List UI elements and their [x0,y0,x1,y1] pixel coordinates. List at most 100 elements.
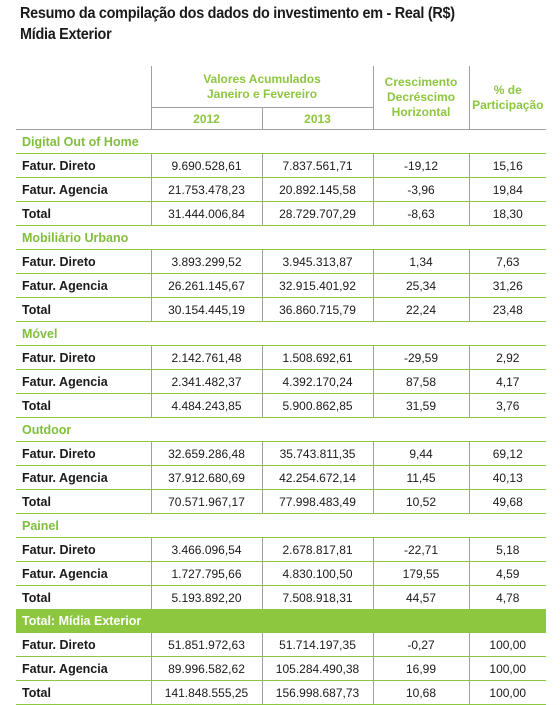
value-2012: 3.893.299,52 [150,249,262,274]
row-label: Fatur. Direto [16,345,151,370]
share-value: 18,30 [468,201,547,226]
row-label: Fatur. Agencia [16,177,151,202]
share-value: 2,92 [468,345,547,370]
value-2013: 5.900.862,85 [261,393,374,418]
growth-value: 44,57 [372,585,470,609]
growth-value: 10,68 [372,680,470,705]
header-group-line-1: Valores Acumulados [203,71,321,86]
row-label: Total [16,680,151,705]
share-value: 7,63 [468,249,547,274]
growth-value: 25,34 [372,273,470,298]
share-value: 15,16 [468,153,547,178]
header-year-2012: 2012 [150,107,262,130]
value-2012: 3.466.096,54 [150,537,262,562]
table-row: Total 5.193.892,20 7.508.918,31 44,57 4,78 [16,585,547,609]
share-value: 100,00 [468,656,547,681]
table-row: Fatur. Agencia 89.996.582,62 105.284.490,3… [16,656,547,681]
growth-value: 1,34 [372,249,470,274]
growth-value: 179,55 [372,561,470,586]
header-growth-line-1: Crescimento [384,75,458,89]
value-2012: 9.690.528,61 [150,153,262,178]
value-2013: 42.254.672,14 [261,465,374,490]
section-title: Total: Mídia Exterior [16,609,547,633]
row-label: Fatur. Direto [16,249,151,274]
header-growth-line-2: Decréscimo [386,90,456,104]
title-line-2: Mídia Exterior [20,26,112,43]
table-row: Fatur. Agencia 1.727.795,66 4.830.100,50 17… [16,561,547,586]
value-2013: 35.743.811,35 [261,441,374,466]
document-title: Resumo da compilação dos dados do invest… [20,3,455,45]
growth-value: 16,99 [372,656,470,681]
section-header: Digital Out of Home [16,129,547,154]
header-empty-cell [16,66,151,108]
share-value: 3,76 [468,393,547,418]
share-value: 69,12 [468,441,547,466]
value-2013: 1.508.692,61 [261,345,374,370]
value-2013: 36.860.715,79 [261,297,374,322]
row-label: Fatur. Agencia [16,561,151,586]
section-title: Painel [16,513,547,538]
table-row: Fatur. Direto 32.659.286,48 35.743.811,35 9… [16,441,547,466]
header-share-line-1: % de [493,82,522,97]
row-label: Fatur. Agencia [16,273,151,298]
investment-table: Valores Acumulados Janeiro e Fevereiro C… [16,66,547,705]
table-row: Fatur. Direto 3.893.299,52 3.945.313,87 1,3… [16,249,547,274]
value-2012: 2.142.761,48 [150,345,262,370]
growth-value: -22,71 [372,537,470,562]
value-2012: 70.571.967,17 [150,489,262,514]
value-2012: 89.996.582,62 [150,656,262,681]
value-2012: 31.444.006,84 [150,201,262,226]
header-row-years: 2012 2013 [16,107,546,130]
share-value: 100,00 [468,680,547,705]
growth-value: -29,59 [372,345,470,370]
value-2013: 51.714.197,35 [261,632,374,657]
value-2012: 1.727.795,66 [150,561,262,586]
section-title: Mobiliário Urbano [16,225,547,250]
section-header: Outdoor [16,417,547,442]
value-2013: 105.284.490,38 [261,656,374,681]
value-2013: 7.508.918,31 [261,585,374,609]
section-header: Total: Mídia Exterior [16,609,547,633]
value-2012: 21.753.478,23 [150,177,262,202]
value-2013: 2.678.817,81 [261,537,374,562]
header-share: % de Participação [468,66,547,130]
growth-value: 11,45 [372,465,470,490]
value-2013: 7.837.561,71 [261,153,374,178]
header-group-line-2: Janeiro e Fevereiro [206,86,318,101]
table-row: Fatur. Direto 51.851.972,63 51.714.197,35-… [16,632,547,657]
value-2013: 4.830.100,50 [261,561,374,586]
section-header: Mobiliário Urbano [16,225,547,250]
share-value: 4,78 [468,585,547,609]
value-2013: 156.998.687,73 [261,680,374,705]
table-row: Total 141.848.555,25 156.998.687,73 10,68 10… [16,680,547,705]
share-value: 40,13 [468,465,547,490]
table-row: Fatur. Agencia 21.753.478,23 20.892.145,58… [16,177,547,202]
row-label: Fatur. Agencia [16,369,151,394]
section-title: Outdoor [16,417,547,442]
section-header: Painel [16,513,547,538]
table-row: Total 30.154.445,19 36.860.715,79 22,24 23,4… [16,297,547,322]
share-value: 5,18 [468,537,547,562]
section-title: Móvel [16,321,547,346]
value-2013: 32.915.401,92 [261,273,374,298]
row-label: Total [16,201,151,226]
growth-value: -19,12 [372,153,470,178]
value-2013: 4.392.170,24 [261,369,374,394]
growth-value: 9,44 [372,441,470,466]
row-label: Total [16,489,151,514]
value-2013: 20.892.145,58 [261,177,374,202]
section-title: Digital Out of Home [16,129,547,154]
value-2012: 30.154.445,19 [150,297,262,322]
table-row: Fatur. Direto 9.690.528,61 7.837.561,71 -19… [16,153,547,178]
table-row: Fatur. Agencia 26.261.145,67 32.915.401,92… [16,273,547,298]
table-row: Total 4.484.243,85 5.900.862,85 31,59 3,76 [16,393,547,418]
growth-value: -8,63 [372,201,470,226]
title-line-1: Resumo da compilação dos dados do invest… [20,5,455,22]
value-2012: 26.261.145,67 [150,273,262,298]
share-value: 31,26 [468,273,547,298]
value-2012: 37.912.680,69 [150,465,262,490]
header-growth-line-3: Horizontal [391,105,451,119]
section-header: Móvel [16,321,547,346]
share-value: 100,00 [468,632,547,657]
table-body: Valores Acumulados Janeiro e Fevereiro C… [16,66,547,705]
